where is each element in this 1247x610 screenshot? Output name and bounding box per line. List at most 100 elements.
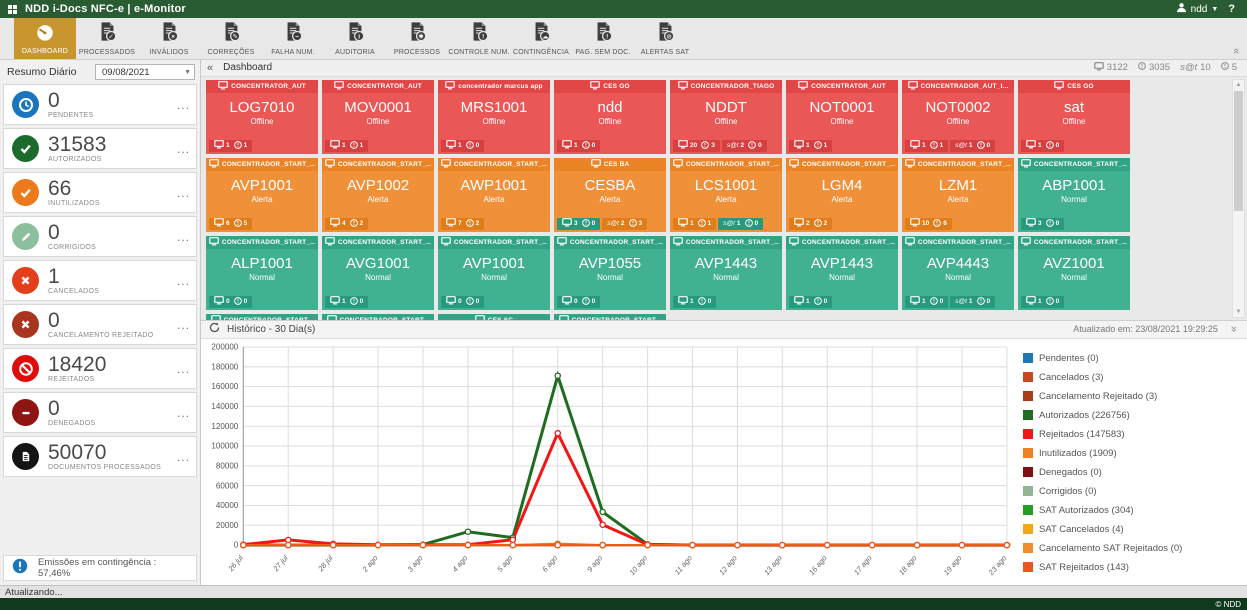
counter-alert: 5 xyxy=(1220,62,1237,73)
monitor-icon xyxy=(330,296,340,307)
stat-card-menu-button[interactable]: ... xyxy=(176,361,190,376)
concentrator-tile-avp1443[interactable]: CONCENTRADOR_START_... AVP1443 Normal 1 0 xyxy=(670,235,782,310)
tile-group-label: CONCENTRADOR_AUT_I... xyxy=(920,82,1009,90)
concentrator-tile[interactable]: CONCENTRADOR_START... xyxy=(322,313,434,320)
tile-status-chip: 10 6 xyxy=(905,217,952,230)
concentrator-tile-avp1001[interactable]: CONCENTRADOR_START_... AVP1001 Alerta 6 5 xyxy=(206,157,318,232)
refresh-icon[interactable] xyxy=(209,320,220,338)
check-icon xyxy=(12,179,39,206)
counter-value: 3035 xyxy=(1148,62,1171,74)
pencil-icon xyxy=(12,223,39,250)
history-collapse-icon[interactable]: « xyxy=(1227,326,1240,333)
concentrator-tile-alp1001[interactable]: CONCENTRADOR_START_... ALP1001 Normal 0 0 xyxy=(206,235,318,310)
toolbar-item-conting-ncia[interactable]: ☁ CONTINGÊNCIA xyxy=(510,18,572,59)
toolbar-item-falha-num[interactable]: − FALHA NUM. xyxy=(262,18,324,59)
legend-item-autorizados: Autorizados (226756) xyxy=(1023,406,1241,425)
concentrator-tile-avp1002[interactable]: CONCENTRADOR_START_... AVP1002 Alerta 4 2 xyxy=(322,157,434,232)
stat-card-documentos-processados: 50070 DOCUMENTOS PROCESSADOS... xyxy=(3,436,197,477)
scroll-up-icon[interactable]: ▲ xyxy=(1235,81,1242,88)
toolbar-item-alertas-sat[interactable]: ⊘ ALERTAS SAT xyxy=(634,18,696,59)
stat-card-menu-button[interactable]: ... xyxy=(176,273,190,288)
doc-minus-icon: − xyxy=(284,21,303,47)
tile-status: Normal xyxy=(597,272,623,282)
tile-name: AVP1443 xyxy=(694,254,758,272)
date-picker[interactable]: 09/08/2021 ▼ xyxy=(95,64,195,80)
stat-card-menu-button[interactable]: ... xyxy=(176,449,190,464)
concentrator-tile-avp1055[interactable]: CONCENTRADOR_START_... AVP1055 Normal 0 0 xyxy=(554,235,666,310)
concentrator-tile-avz1001[interactable]: CONCENTRADOR_START_... AVZ1001 Normal 1 0 xyxy=(1018,235,1130,310)
toolbar-item-pag-sem-doc[interactable]: ! PAG. SEM DOC. xyxy=(572,18,634,59)
chart-legend: Pendentes (0) Cancelados (3) Cancelamento … xyxy=(1019,339,1247,585)
concentrator-icon xyxy=(789,159,799,170)
stat-card-menu-button[interactable]: ... xyxy=(176,405,190,420)
concentrator-tile-lgm4[interactable]: CONCENTRADOR_START_... LGM4 Alerta 2 2 xyxy=(786,157,898,232)
stat-card-menu-button[interactable]: ... xyxy=(176,229,190,244)
tile-status: Offline xyxy=(714,116,738,126)
concentrator-tile[interactable]: CONCENTRADOR_START... xyxy=(206,313,318,320)
concentrator-tile-lzm1[interactable]: CONCENTRADOR_START_... LZM1 Alerta 10 6 xyxy=(902,157,1014,232)
alert-icon xyxy=(813,297,822,307)
help-button[interactable]: ? xyxy=(1228,3,1235,15)
legend-label: Cancelados (3) xyxy=(1039,371,1104,383)
counter-monitor: 3122 xyxy=(1093,62,1128,74)
concentrator-tile-nddt[interactable]: CONCENTRADOR_TIAGO NDDT Offline 20 3 s@t 2 0 xyxy=(670,79,782,154)
concentrator-tile-lcs1001[interactable]: CONCENTRADOR_START_... LCS1001 Alerta 1 1 s@t… xyxy=(670,157,782,232)
stat-card-menu-button[interactable]: ... xyxy=(176,317,190,332)
toolbar-item-processados[interactable]: ✓ PROCESSADOS xyxy=(76,18,138,59)
concentrator-tile-ndd[interactable]: CES GO ndd Offline 1 0 xyxy=(554,79,666,154)
sat-icon: s@t xyxy=(726,142,739,150)
monitor-icon xyxy=(214,140,224,151)
concentrator-tile-awp1001[interactable]: CONCENTRADOR_START_... AWP1001 Alerta 7 2 xyxy=(438,157,550,232)
stat-value: 50070 xyxy=(48,441,107,464)
scroll-down-icon[interactable]: ▼ xyxy=(1235,308,1242,315)
scrollbar-thumb[interactable] xyxy=(1234,90,1243,211)
monitor-icon xyxy=(446,218,456,229)
concentrator-tile-sat[interactable]: CES GO sat Offline 1 0 xyxy=(1018,79,1130,154)
concentrator-icon xyxy=(557,237,567,248)
counter-value: 10 xyxy=(1200,62,1211,74)
concentrator-tile-not0001[interactable]: CONCENTRATOR_AUT NOT0001 Offline 1 1 xyxy=(786,79,898,154)
chip-count: 1 xyxy=(968,298,973,306)
concentrator-tile-cesba[interactable]: CES BA CESBA Alerta 3 0 s@t 2 3 xyxy=(554,157,666,232)
stat-card-corrigidos: 0 CORRIGIDOS... xyxy=(3,216,197,257)
concentrator-tile-avg1001[interactable]: CONCENTRADOR_START_... AVG1001 Normal 1 0 xyxy=(322,235,434,310)
titlebar: NDD i-Docs NFC-e | e-Monitor ndd ▼ ? xyxy=(0,0,1247,18)
alert-icon xyxy=(744,219,753,229)
collapse-left-icon[interactable]: « xyxy=(207,61,214,74)
tile-name: MRS1001 xyxy=(460,98,528,116)
toolbar-item-processos[interactable]: ✱ PROCESSOS xyxy=(386,18,448,59)
svg-text:20000: 20000 xyxy=(216,521,239,530)
sat-icon: s@t xyxy=(723,220,735,228)
chip-count: 0 xyxy=(754,220,759,228)
stat-card-menu-button[interactable]: ... xyxy=(176,141,190,156)
stat-card-menu-button[interactable]: ... xyxy=(176,185,190,200)
toolbar-item-auditoria[interactable]: i AUDITORIA xyxy=(324,18,386,59)
concentrator-tile-log7010[interactable]: CONCENTRATOR_AUT LOG7010 Offline 1 1 xyxy=(206,79,318,154)
tiles-scrollbar[interactable]: ▲ ▼ xyxy=(1232,78,1245,318)
concentrator-tile-avp1443[interactable]: CONCENTRADOR_START_... AVP1443 Normal 1 0 xyxy=(786,235,898,310)
concentrator-tile-avp4443[interactable]: CONCENTRADOR_START_... AVP4443 Normal 1 0 s@t… xyxy=(902,235,1014,310)
concentrator-icon xyxy=(590,159,601,170)
concentrator-tile[interactable]: CES SC xyxy=(438,313,550,320)
toolbar-item-dashboard[interactable]: DASHBOARD xyxy=(14,18,76,59)
toolbar: DASHBOARD ✓ PROCESSADOS × INVÁLIDOS ✎ CORREÇÕE… xyxy=(0,18,1247,60)
toolbar-item-controle-num[interactable]: ! CONTROLE NUM. xyxy=(448,18,510,59)
chip-count: 0 xyxy=(243,298,248,306)
concentrator-tile-avp1001[interactable]: CONCENTRADOR_START_... AVP1001 Normal 0 0 xyxy=(438,235,550,310)
concentrator-tile-not0002[interactable]: CONCENTRADOR_AUT_I... NOT0002 Offline 1 1 s@t… xyxy=(902,79,1014,154)
concentrator-tile-mrs1001[interactable]: concentrador marcus app MRS1001 Offline 1 0 xyxy=(438,79,550,154)
stat-card-menu-button[interactable]: ... xyxy=(176,97,190,112)
toolbar-collapse-icon[interactable]: « xyxy=(1229,47,1242,55)
chip-count: 0 xyxy=(574,298,578,306)
monitor-icon xyxy=(678,296,688,307)
concentrator-tile-abp1001[interactable]: CONCENTRADOR_START_... ABP1001 Normal 3 0 xyxy=(1018,157,1130,232)
concentrator-tile-mov0001[interactable]: CONCENTRATOR_AUT MOV0001 Offline 1 1 xyxy=(322,79,434,154)
doc-gear-icon: ✱ xyxy=(408,21,427,47)
toolbar-item-inv-lidos[interactable]: × INVÁLIDOS xyxy=(138,18,200,59)
toolbar-item-corre-es[interactable]: ✎ CORREÇÕES xyxy=(200,18,262,59)
concentrator-tile[interactable]: CONCENTRADOR_START... xyxy=(554,313,666,320)
user-menu[interactable]: ndd ▼ xyxy=(1176,2,1218,16)
chip-count: 0 xyxy=(359,298,364,306)
